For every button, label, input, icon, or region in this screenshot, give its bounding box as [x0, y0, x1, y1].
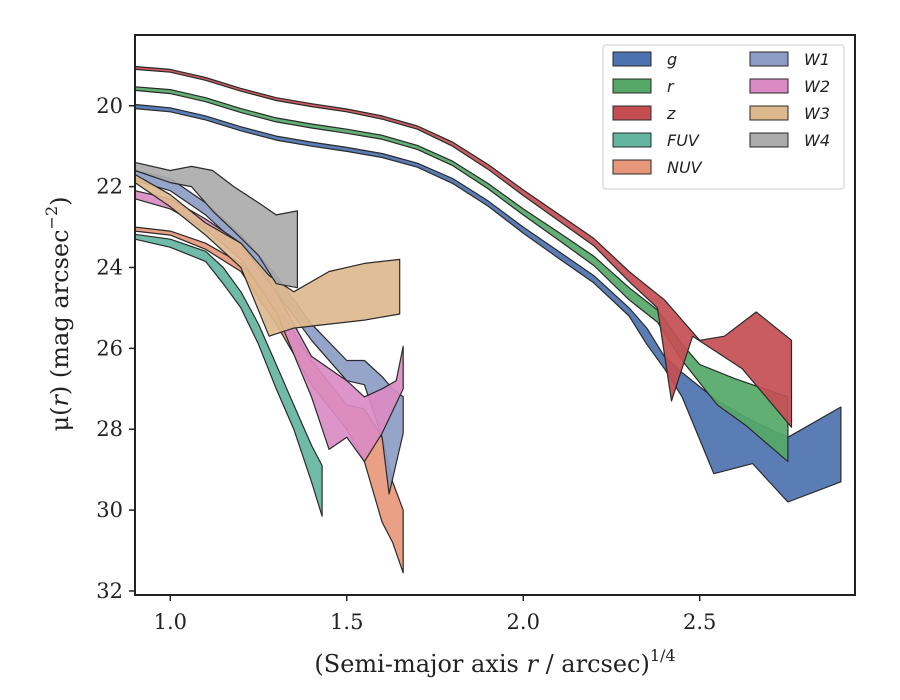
- band-g: [134, 103, 842, 503]
- y-tick-label: 32: [96, 579, 123, 603]
- x-axis: 1.0 1.5 2.0 2.5: [154, 595, 716, 634]
- band-r: [134, 86, 789, 463]
- legend-label-w4: W4: [804, 131, 830, 150]
- band-layer: [134, 65, 842, 574]
- legend-label-w3: W3: [804, 104, 830, 123]
- legend-swatch-z: [612, 105, 652, 121]
- x-tick-label: 2.5: [683, 610, 716, 634]
- legend-label-z: z: [666, 104, 676, 123]
- y-tick-label: 20: [96, 94, 123, 118]
- band-w3: [134, 173, 401, 337]
- y-tick-label: 22: [96, 175, 123, 199]
- x-axis-title: (Semi-major axis r / arcsec)1/4: [314, 646, 675, 678]
- legend: grz FUV NUV W1 W2 W3 W4: [602, 44, 845, 190]
- legend-label-w1: W1: [804, 50, 830, 69]
- y-axis: 20 22 24 26 28 30 32: [96, 94, 135, 603]
- x-tick-label: 1.5: [330, 610, 363, 634]
- x-tick-label: 1.0: [154, 610, 187, 634]
- y-tick-label: 30: [96, 498, 123, 522]
- y-tick-label: 24: [96, 255, 123, 279]
- legend-label-nuv: NUV: [667, 158, 703, 177]
- y-tick-label: 26: [96, 336, 123, 360]
- legend-swatch-w1: [749, 51, 789, 67]
- legend-swatch-fuv: [612, 132, 652, 148]
- plot-frame: [134, 34, 856, 596]
- y-tick-label: 28: [96, 417, 123, 441]
- legend-swatch-w2: [749, 78, 789, 94]
- legend-swatch-w3: [749, 105, 789, 121]
- legend-swatch-r: [612, 78, 652, 94]
- legend-label-r: r: [667, 77, 675, 96]
- legend-label-g: g: [667, 50, 677, 69]
- legend-swatch-nuv: [612, 159, 652, 175]
- legend-swatch-w4: [749, 132, 789, 148]
- legend-label-fuv: FUV: [667, 131, 700, 150]
- legend-label-w2: W2: [804, 77, 830, 96]
- y-axis-title: μ(r) (mag arcsec−2): [42, 196, 74, 431]
- band-fuv: [134, 233, 323, 517]
- band-w4: [134, 161, 298, 289]
- legend-swatch-g: [612, 51, 652, 67]
- band-z: [134, 65, 793, 428]
- x-tick-label: 2.0: [507, 610, 540, 634]
